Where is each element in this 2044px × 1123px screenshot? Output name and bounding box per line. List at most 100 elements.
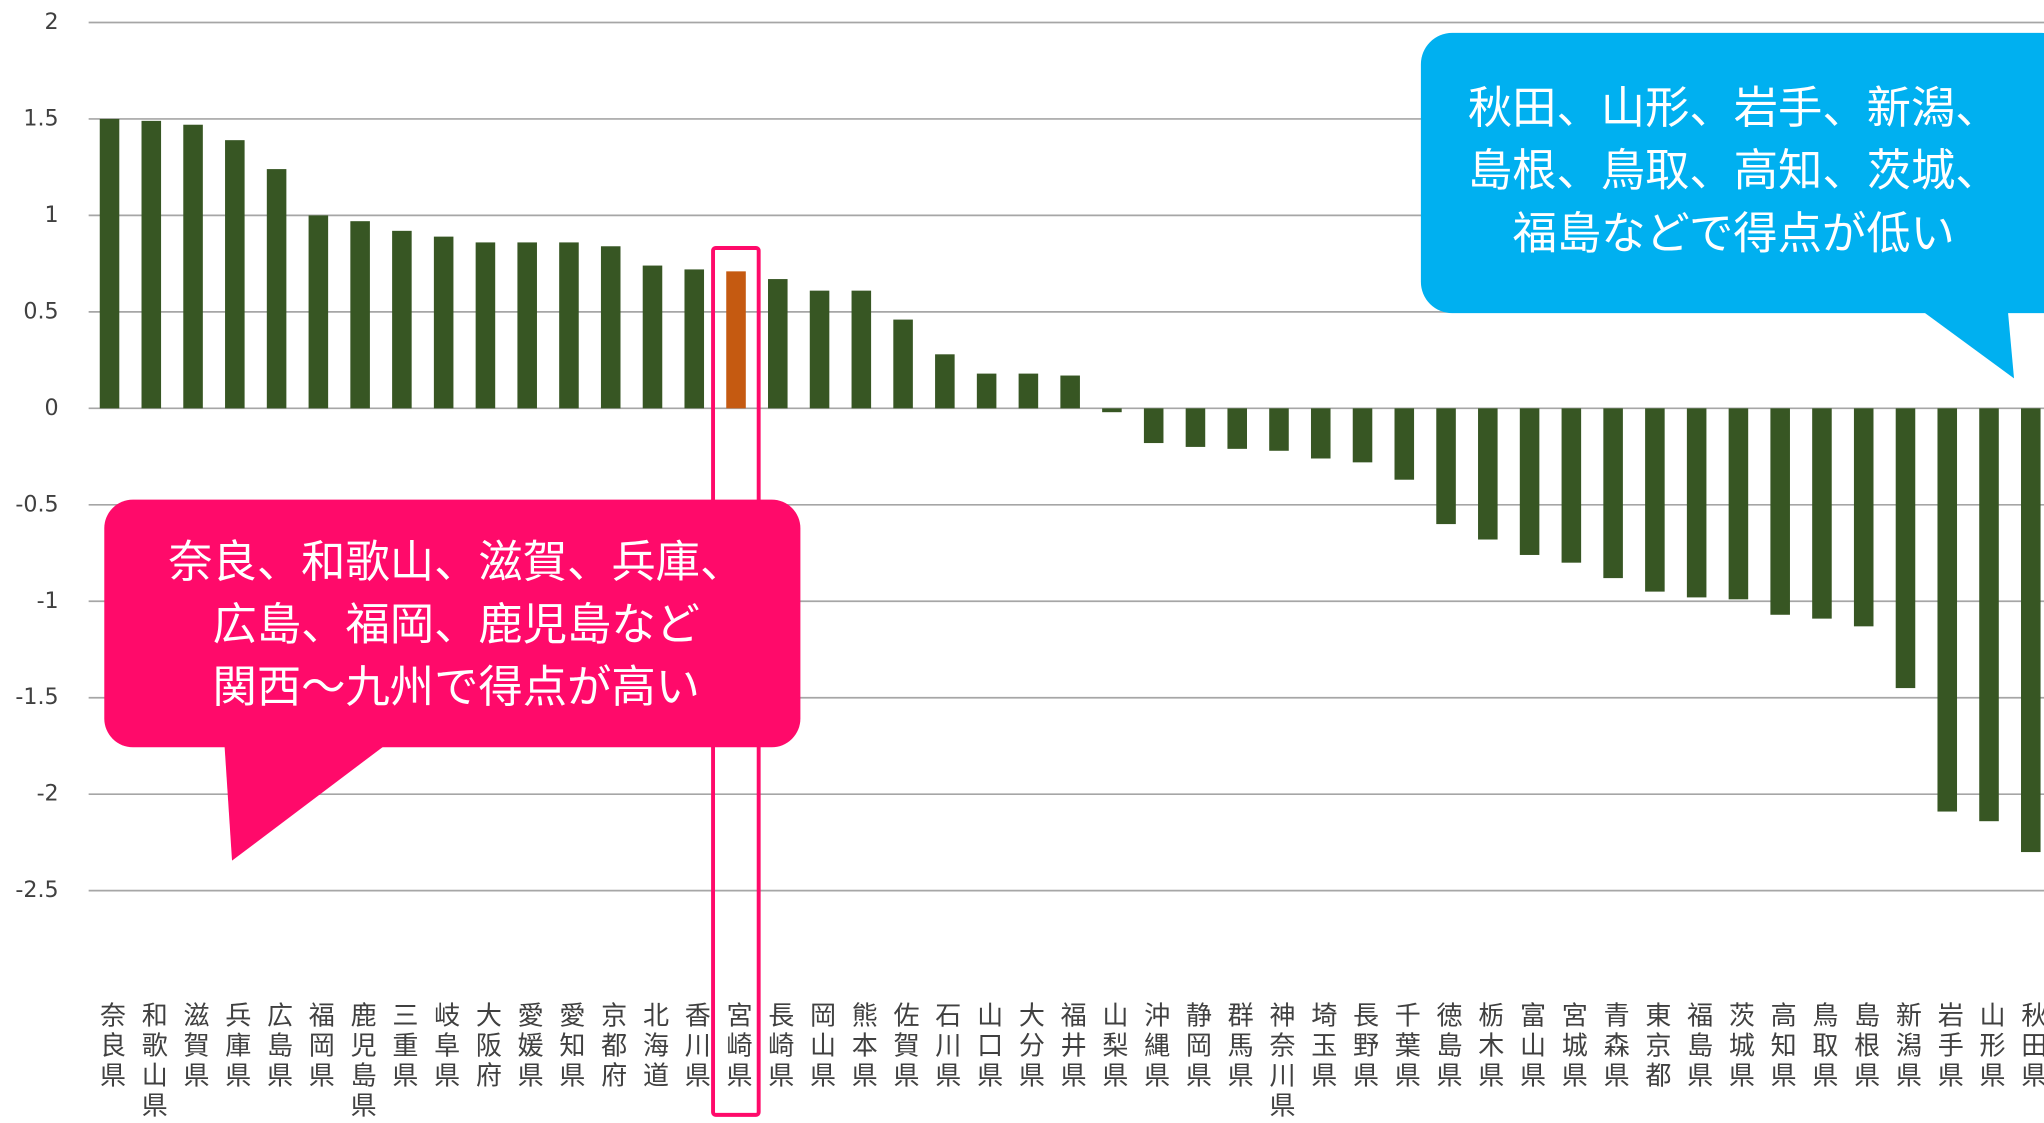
x-tick-label: 三重県 <box>387 1001 417 1091</box>
bar <box>1770 408 1790 615</box>
x-tick-label: 岐阜県 <box>429 1001 459 1091</box>
bar <box>141 120 162 409</box>
bar <box>1686 408 1707 598</box>
callout-text: 秋田、山形、岩手、新潟、 <box>1468 83 2000 134</box>
x-tick-label: 奈良県 <box>95 1001 126 1091</box>
x-tick-label: 岡山県 <box>805 1001 835 1091</box>
callout-text: 関西～九州で得点が高い <box>213 662 700 713</box>
x-tick-label: 千葉県 <box>1390 1001 1421 1091</box>
y-tick-label: 0.5 <box>23 298 58 324</box>
x-tick-label: 徳島県 <box>1432 1001 1463 1091</box>
x-tick-label: 宮崎県 <box>722 1001 752 1091</box>
bar <box>2021 408 2041 853</box>
x-tick-label: 静岡県 <box>1181 1001 1211 1091</box>
y-tick-label: 0 <box>45 395 59 421</box>
bar <box>1561 408 1582 563</box>
bars <box>99 118 2041 853</box>
bar <box>809 290 830 409</box>
bar <box>392 230 412 409</box>
x-tick-label: 宮城県 <box>1557 1001 1587 1091</box>
y-tick-label: -1 <box>37 588 59 614</box>
bar <box>1269 408 1289 451</box>
bar <box>1853 408 1874 627</box>
x-tick-label: 埼玉県 <box>1306 1001 1337 1091</box>
x-tick-label: 岩手県 <box>1933 1001 1964 1091</box>
x-tick-label: 群馬県 <box>1223 1001 1254 1091</box>
callout-tail <box>1916 306 2015 379</box>
x-tick-label: 高知県 <box>1766 1001 1797 1091</box>
bar <box>1185 408 1206 447</box>
y-tick-label: -1.5 <box>15 684 58 710</box>
x-tick-label: 佐賀県 <box>889 1001 920 1091</box>
x-tick-label: 長野県 <box>1348 1001 1379 1091</box>
bar <box>976 373 997 409</box>
x-tick-label: 和歌山県 <box>137 1001 168 1121</box>
x-tick-label: 東京都 <box>1640 1001 1671 1091</box>
y-tick-label: -2.5 <box>15 877 58 903</box>
bar <box>684 269 705 409</box>
bar <box>1394 408 1415 480</box>
bar <box>1352 408 1373 463</box>
x-tick-label: 鹿児島県 <box>346 1001 377 1121</box>
x-tick-label: 大分県 <box>1014 1001 1044 1091</box>
x-tick-label: 鳥取県 <box>1807 1001 1838 1091</box>
bar <box>1478 408 1498 540</box>
bar <box>1979 408 1999 822</box>
bar <box>475 242 496 409</box>
bar <box>559 242 579 409</box>
bar <box>642 265 663 409</box>
bar <box>1937 408 1958 812</box>
bar <box>1728 408 1749 600</box>
x-tick-label: 広島県 <box>262 1001 292 1091</box>
x-tick-label: 富山県 <box>1515 1001 1545 1091</box>
callout-text: 福島などで得点が低い <box>1513 208 1955 259</box>
x-tick-label: 山形県 <box>1975 1001 2006 1091</box>
bar <box>1812 408 1832 619</box>
x-tick-label: 福島県 <box>1682 1001 1713 1091</box>
bar <box>183 124 203 409</box>
bar <box>308 215 329 409</box>
x-tick-label: 愛媛県 <box>513 1001 544 1091</box>
bar <box>1310 408 1331 459</box>
bar <box>600 246 621 409</box>
callout-text: 島根、鳥取、高知、茨城、 <box>1468 146 2000 197</box>
callout-box <box>104 499 801 748</box>
bar <box>1895 408 1916 689</box>
x-tick-label: 秋田県 <box>2016 1001 2044 1091</box>
x-tick-label: 香川県 <box>680 1001 711 1091</box>
bar <box>768 279 788 409</box>
x-tick-label: 茨城県 <box>1724 1001 1754 1091</box>
x-tick-label: 長崎県 <box>763 1001 793 1091</box>
bar <box>1227 408 1247 449</box>
x-tick-label: 大阪府 <box>471 1001 502 1091</box>
x-tick-label: 山口県 <box>972 1001 1002 1091</box>
x-tick-label: 北海道 <box>638 1001 669 1091</box>
bar <box>225 140 245 409</box>
bar <box>1018 373 1039 409</box>
bar <box>517 242 537 409</box>
bar <box>1603 408 1623 579</box>
x-tick-label: 滋賀県 <box>179 1001 210 1091</box>
y-tick-label: 1 <box>45 202 59 228</box>
x-tick-label: 福井県 <box>1056 1001 1087 1091</box>
bar <box>893 319 913 409</box>
x-tick-label: 青森県 <box>1599 1001 1630 1091</box>
callout-text: 奈良、和歌山、滋賀、兵庫、 <box>168 537 744 588</box>
bar <box>1143 408 1164 444</box>
bar <box>1060 375 1080 409</box>
y-tick-label: 1.5 <box>23 105 58 131</box>
y-tick-label: -0.5 <box>15 491 58 517</box>
x-tick-label: 愛知県 <box>554 1001 585 1091</box>
bar <box>1436 408 1456 525</box>
bar <box>433 236 454 409</box>
callout-text: 広島、福岡、鹿児島など <box>213 599 700 650</box>
callout-box <box>1420 32 2044 314</box>
bar <box>851 290 872 409</box>
callout-low: 秋田、山形、岩手、新潟、島根、鳥取、高知、茨城、福島などで得点が低い <box>1420 32 2044 379</box>
bar <box>266 169 287 409</box>
x-tick-label: 沖縄県 <box>1139 1001 1170 1091</box>
x-tick-label: 山梨県 <box>1097 1001 1128 1091</box>
